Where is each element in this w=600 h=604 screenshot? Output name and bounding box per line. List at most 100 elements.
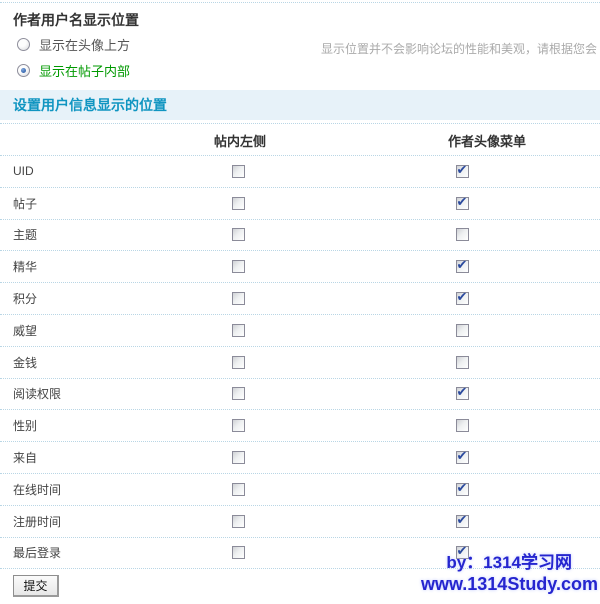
checkbox-post-left-cell	[158, 292, 318, 306]
checkbox-avatar-menu-cell	[318, 228, 600, 242]
checkbox-avatar-menu-cell: ✔	[318, 543, 600, 560]
row-label: 来自	[13, 451, 38, 466]
column-header-post-left: 帖内左侧	[213, 134, 266, 149]
checkbox-avatar-menu[interactable]: ✔	[455, 479, 469, 496]
checkbox-avatar-menu[interactable]: ✔	[455, 289, 469, 306]
checkbox-avatar-menu-cell: ✔	[318, 193, 600, 210]
checkbox-post-left[interactable]	[231, 323, 245, 337]
radio-option-inside-post[interactable]: 显示在帖子内部	[17, 63, 131, 79]
check-mark-icon: ✔	[456, 511, 468, 527]
checkbox-avatar-menu-cell: ✔	[318, 161, 600, 178]
checkbox-avatar-menu[interactable]	[455, 355, 469, 369]
checkbox-avatar-menu-cell	[318, 355, 600, 369]
checkbox-post-left-cell	[158, 260, 318, 274]
radio-button-icon[interactable]	[17, 64, 30, 77]
table-row: 在线时间 ✔	[0, 474, 600, 506]
checkbox-post-left[interactable]	[231, 514, 245, 528]
table-row: 金钱	[0, 347, 600, 379]
checkbox-post-left[interactable]	[231, 419, 245, 433]
table-row: UID ✔	[0, 156, 600, 188]
top-divider	[0, 2, 600, 3]
checkbox-post-left-cell	[158, 228, 318, 242]
section-title: 设置用户信息显示的位置	[13, 97, 167, 113]
row-label: 积分	[13, 292, 38, 307]
section-divider	[0, 123, 600, 124]
check-mark-icon: ✔	[456, 384, 468, 400]
checkbox-avatar-menu-cell	[318, 419, 600, 433]
row-label: 注册时间	[13, 514, 62, 529]
checkbox-post-left-cell	[158, 355, 318, 369]
check-mark-icon: ✔	[456, 289, 468, 305]
checkbox-avatar-menu-cell	[318, 323, 600, 337]
row-label: 最后登录	[13, 546, 62, 561]
checkbox-avatar-menu[interactable]	[455, 419, 469, 433]
table-row: 来自 ✔	[0, 442, 600, 474]
checkbox-avatar-menu-cell: ✔	[318, 384, 600, 401]
checkbox-post-left-cell	[158, 451, 318, 465]
table-row: 威望	[0, 315, 600, 347]
checkbox-avatar-menu[interactable]: ✔	[455, 384, 469, 401]
checkbox-post-left[interactable]	[231, 196, 245, 210]
checkbox-post-left-cell	[158, 387, 318, 401]
checkbox-post-left[interactable]	[231, 546, 245, 560]
checkbox-post-left-cell	[158, 419, 318, 433]
radio-option-above-avatar[interactable]: 显示在头像上方	[17, 37, 131, 53]
row-label: 主题	[13, 228, 38, 243]
row-label: 金钱	[13, 355, 38, 370]
checkbox-avatar-menu[interactable]: ✔	[455, 543, 469, 560]
row-label: UID	[13, 164, 34, 179]
table-row: 性别	[0, 410, 600, 443]
checkbox-avatar-menu[interactable]: ✔	[455, 193, 469, 210]
checkbox-post-left[interactable]	[231, 292, 245, 306]
row-label: 性别	[13, 419, 38, 434]
check-mark-icon: ✔	[456, 161, 468, 177]
check-mark-icon: ✔	[456, 448, 468, 464]
row-label: 威望	[13, 323, 38, 338]
checkbox-post-left[interactable]	[231, 228, 245, 242]
checkbox-avatar-menu[interactable]: ✔	[455, 257, 469, 274]
checkbox-avatar-menu[interactable]: ✔	[455, 448, 469, 465]
check-mark-icon: ✔	[456, 479, 468, 495]
checkbox-avatar-menu[interactable]: ✔	[455, 161, 469, 178]
checkbox-avatar-menu-cell: ✔	[318, 511, 600, 528]
checkbox-avatar-menu[interactable]	[455, 323, 469, 337]
check-mark-icon: ✔	[456, 543, 468, 559]
row-label: 精华	[13, 260, 38, 275]
row-label: 帖子	[13, 196, 38, 211]
radio-button-icon[interactable]	[17, 38, 30, 51]
submit-button[interactable]: 提交	[13, 575, 59, 597]
row-label: 在线时间	[13, 482, 62, 497]
helper-text: 显示位置并不会影响论坛的性能和美观，请根据您会	[321, 42, 598, 56]
checkbox-post-left[interactable]	[231, 482, 245, 496]
checkbox-post-left[interactable]	[231, 451, 245, 465]
checkbox-post-left-cell	[158, 482, 318, 496]
checkbox-post-left-cell	[158, 514, 318, 528]
checkbox-post-left[interactable]	[231, 164, 245, 178]
checkbox-avatar-menu[interactable]: ✔	[455, 511, 469, 528]
check-mark-icon: ✔	[456, 193, 468, 209]
checkbox-post-left-cell	[158, 546, 318, 560]
column-header-avatar-menu: 作者头像菜单	[447, 134, 526, 149]
checkbox-post-left[interactable]	[231, 387, 245, 401]
check-mark-icon: ✔	[456, 257, 468, 273]
checkbox-post-left-cell	[158, 164, 318, 178]
checkbox-post-left[interactable]	[231, 355, 245, 369]
checkbox-avatar-menu[interactable]	[455, 228, 469, 242]
radio-option-label[interactable]: 显示在帖子内部	[39, 64, 131, 79]
watermark: by：1314学习网 www.1314Study.com	[421, 552, 598, 595]
table-row: 精华 ✔	[0, 251, 600, 284]
checkbox-post-left[interactable]	[231, 260, 245, 274]
checkbox-avatar-menu-cell: ✔	[318, 448, 600, 465]
table-row: 阅读权限 ✔	[0, 379, 600, 411]
checkbox-avatar-menu-cell: ✔	[318, 257, 600, 274]
table-row: 最后登录 ✔	[0, 538, 600, 570]
row-label: 阅读权限	[13, 387, 62, 402]
section-header: 设置用户信息显示的位置	[0, 90, 600, 120]
watermark-line2: www.1314Study.com	[420, 574, 598, 594]
checkbox-post-left-cell	[158, 196, 318, 210]
table-row: 注册时间 ✔	[0, 506, 600, 538]
table-row: 积分 ✔	[0, 283, 600, 315]
table-row: 帖子 ✔	[0, 188, 600, 220]
radio-option-label[interactable]: 显示在头像上方	[39, 38, 131, 53]
